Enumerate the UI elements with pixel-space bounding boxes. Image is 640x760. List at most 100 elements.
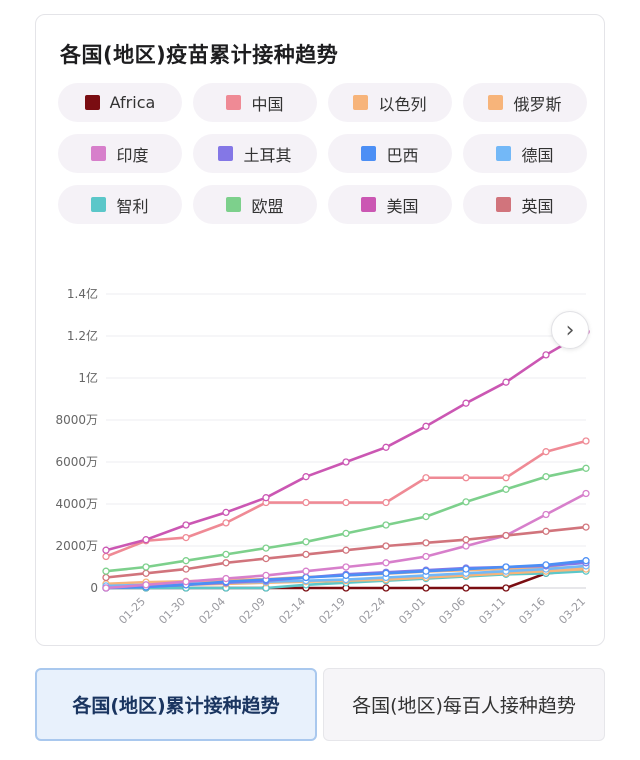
- x-tick-label: 02-04: [196, 595, 228, 627]
- tab-per-hundred-trend[interactable]: 各国(地区)每百人接种趋势: [323, 668, 605, 741]
- data-point: [342, 571, 350, 580]
- legend-label: 土耳其: [243, 145, 292, 165]
- data-point: [302, 473, 310, 481]
- series-line: [104, 439, 588, 558]
- legend-swatch: [91, 197, 107, 212]
- y-tick-label: 1.2亿: [67, 328, 98, 343]
- legend-label: 中国: [251, 94, 284, 114]
- legend-label: 英国: [521, 196, 554, 216]
- data-point: [382, 498, 390, 507]
- data-point: [182, 521, 190, 529]
- legend-swatch: [226, 95, 242, 110]
- data-point: [342, 546, 350, 554]
- data-point: [302, 573, 310, 582]
- legend-label: 德国: [521, 145, 554, 165]
- data-point: [422, 584, 430, 592]
- data-point: [342, 529, 350, 538]
- data-point: [462, 542, 470, 550]
- legend-label: 智利: [116, 196, 149, 216]
- data-point: [382, 521, 390, 529]
- legend-item[interactable]: 美国: [328, 185, 452, 224]
- data-point: [542, 561, 550, 569]
- data-point: [182, 533, 190, 542]
- data-point: [102, 546, 110, 554]
- legend-item[interactable]: 巴西: [328, 134, 452, 173]
- data-point: [222, 574, 230, 583]
- data-point: [302, 538, 310, 546]
- data-point: [222, 508, 230, 517]
- legend-item[interactable]: Africa: [58, 83, 182, 122]
- legend-swatch: [91, 146, 107, 161]
- legend-label: 以色列: [378, 94, 427, 114]
- data-point: [502, 485, 510, 493]
- data-point: [582, 437, 590, 445]
- data-point: [422, 474, 430, 482]
- data-point: [422, 539, 430, 547]
- data-point: [102, 584, 110, 592]
- x-tick-label: 03-06: [436, 595, 468, 627]
- data-point: [542, 510, 550, 519]
- legend-item[interactable]: 以色列: [328, 83, 452, 122]
- data-point: [262, 544, 270, 552]
- y-tick-label: 8000万: [55, 413, 98, 427]
- y-tick-label: 1亿: [78, 370, 98, 385]
- data-point: [342, 458, 350, 466]
- chevron-right-icon: ›: [565, 317, 575, 343]
- data-point: [542, 473, 550, 481]
- data-point: [422, 552, 430, 561]
- legend-label: 欧盟: [251, 196, 284, 216]
- data-point: [462, 584, 470, 592]
- legend-swatch: [226, 197, 242, 212]
- legend-swatch: [353, 95, 369, 110]
- legend-item[interactable]: 印度: [58, 134, 182, 173]
- data-point: [502, 584, 510, 592]
- data-point: [462, 498, 470, 506]
- data-point: [502, 563, 510, 571]
- data-point: [582, 489, 590, 498]
- x-tick-label: 01-30: [156, 595, 188, 627]
- data-point: [422, 422, 430, 430]
- legend-label: Africa: [109, 93, 156, 112]
- legend-item[interactable]: 欧盟: [193, 185, 317, 224]
- y-tick-label: 1.4亿: [67, 286, 98, 301]
- data-point: [462, 565, 470, 573]
- next-chart-button[interactable]: ›: [551, 311, 589, 349]
- data-point: [302, 550, 310, 559]
- legend-swatch: [361, 146, 377, 161]
- data-point: [502, 378, 510, 386]
- data-point: [142, 563, 150, 571]
- legend: Africa 中国 以色列 俄罗斯印度 土耳其 巴西 德国智利 欧盟 美国 英国: [58, 83, 588, 224]
- chart-title: 各国(地区)疫苗累计接种趋势: [60, 43, 339, 67]
- x-tick-label: 03-16: [516, 595, 548, 627]
- y-tick-label: 6000万: [55, 455, 98, 469]
- legend-swatch: [218, 146, 234, 161]
- data-point: [382, 584, 390, 592]
- legend-item[interactable]: 英国: [463, 185, 587, 224]
- x-tick-label: 02-14: [276, 595, 308, 627]
- legend-item[interactable]: 俄罗斯: [463, 83, 587, 122]
- legend-item[interactable]: 智利: [58, 185, 182, 224]
- legend-label: 印度: [116, 145, 149, 165]
- data-point: [542, 351, 550, 359]
- data-point: [382, 559, 390, 567]
- data-point: [182, 557, 190, 565]
- data-point: [582, 523, 590, 531]
- data-point: [182, 565, 190, 573]
- legend-swatch: [488, 95, 504, 110]
- legend-swatch: [496, 197, 512, 212]
- data-point: [382, 569, 390, 577]
- legend-swatch: [84, 95, 100, 110]
- data-point: [342, 498, 350, 507]
- legend-swatch: [361, 197, 377, 212]
- data-point: [262, 571, 270, 580]
- tab-cumulative-trend[interactable]: 各国(地区)累计接种趋势: [35, 668, 317, 741]
- legend-item[interactable]: 土耳其: [193, 134, 317, 173]
- data-point: [222, 519, 230, 527]
- data-point: [382, 542, 390, 550]
- legend-label: 巴西: [386, 145, 419, 165]
- data-point: [462, 399, 470, 407]
- data-point: [142, 536, 150, 544]
- legend-item[interactable]: 德国: [463, 134, 587, 173]
- legend-item[interactable]: 中国: [193, 83, 317, 122]
- data-point: [542, 448, 550, 456]
